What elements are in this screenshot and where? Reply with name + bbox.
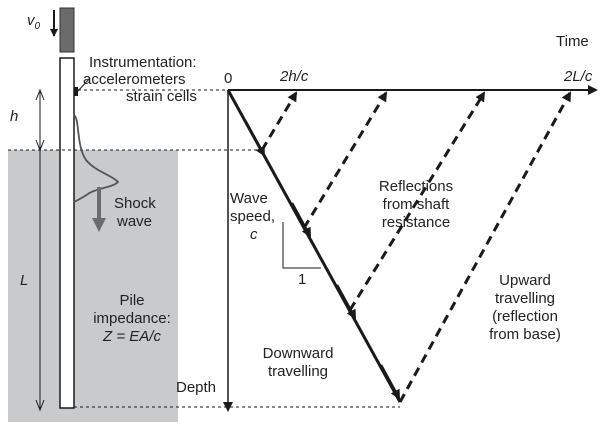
reflection-line-base — [398, 91, 572, 403]
pile — [59, 57, 75, 409]
instrumentation-label: Instrumentation: — [89, 54, 197, 71]
downward-arrow-1 — [244, 121, 266, 157]
origin-label: 0 — [224, 70, 233, 87]
soil-region — [8, 150, 178, 422]
accelerometers-label: accelerometers — [83, 71, 186, 88]
reflection-line-2 — [302, 91, 388, 229]
two-L-over-c-label: 2L/c — [564, 68, 593, 85]
shock-wave-label-2: wave — [117, 213, 153, 230]
downward-arrow-4 — [379, 364, 401, 400]
wave-speed-label-2: speed, — [230, 208, 276, 225]
upward-label-4: from base) — [489, 326, 561, 343]
pile-impedance-label-2: impedance: — [93, 310, 171, 327]
downward-arrow-3 — [335, 284, 357, 320]
reflections-label-2: from shaft — [382, 196, 450, 213]
strain-cells-label: strain cells — [126, 88, 197, 105]
slope-triangle — [282, 222, 321, 269]
upward-label-3: (reflection — [492, 308, 558, 325]
upward-label-2: travelling — [494, 290, 556, 307]
downward-label-1: Downward — [262, 345, 334, 362]
downward-arrow-2 — [290, 202, 312, 238]
wave-speed-label-1: Wave — [230, 190, 268, 207]
reflection-line-1 — [260, 91, 298, 151]
wave-speed-c-label: c — [250, 226, 258, 243]
upward-label-1: Upward — [499, 272, 551, 289]
hammer-block — [59, 7, 75, 53]
reflections-label-1: Reflections — [378, 178, 454, 195]
reflection-line-3 — [348, 91, 486, 311]
downward-label-2: travelling — [267, 363, 329, 380]
h-label: h — [10, 108, 19, 125]
v0-label: v0 — [27, 12, 41, 32]
shock-wave-label-1: Shock — [114, 195, 156, 212]
depth-label: Depth — [176, 379, 217, 396]
pile-impedance-label-1: Pile — [119, 292, 145, 309]
instrumentation-marker — [74, 87, 78, 96]
L-label: L — [20, 272, 29, 289]
shock-wave-curve — [73, 114, 120, 203]
time-label: Time — [556, 33, 589, 50]
slope-one-label: 1 — [298, 271, 307, 288]
pile-impedance-equation: Z = EA/c — [103, 328, 161, 345]
two-h-over-c-label: 2h/c — [280, 68, 309, 85]
reflections-label-3: resistance — [381, 214, 451, 231]
